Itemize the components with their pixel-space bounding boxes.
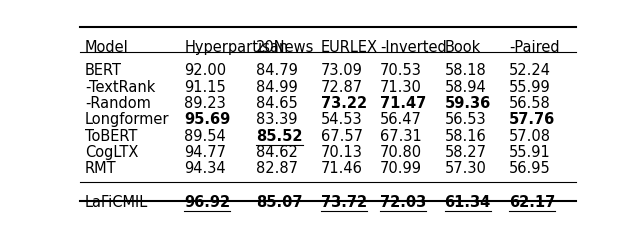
Text: LaFiCMIL: LaFiCMIL <box>85 194 148 209</box>
Text: 55.99: 55.99 <box>509 79 551 94</box>
Text: 73.09: 73.09 <box>321 63 362 78</box>
Text: 58.16: 58.16 <box>445 128 486 143</box>
Text: 61.34: 61.34 <box>445 194 491 209</box>
Text: 94.77: 94.77 <box>184 144 226 159</box>
Text: RMT: RMT <box>85 161 116 175</box>
Text: 58.18: 58.18 <box>445 63 486 78</box>
Text: 91.15: 91.15 <box>184 79 226 94</box>
Text: 71.47: 71.47 <box>380 96 426 111</box>
Text: 70.80: 70.80 <box>380 144 422 159</box>
Text: 59.36: 59.36 <box>445 96 491 111</box>
Text: 55.91: 55.91 <box>509 144 551 159</box>
Text: 89.23: 89.23 <box>184 96 226 111</box>
Text: Longformer: Longformer <box>85 112 170 127</box>
Text: 73.22: 73.22 <box>321 96 367 111</box>
Text: 70.99: 70.99 <box>380 161 422 175</box>
Text: 57.76: 57.76 <box>509 112 556 127</box>
Text: 84.99: 84.99 <box>256 79 298 94</box>
Text: 84.79: 84.79 <box>256 63 298 78</box>
Text: 56.53: 56.53 <box>445 112 486 127</box>
Text: -Random: -Random <box>85 96 151 111</box>
Text: 70.13: 70.13 <box>321 144 362 159</box>
Text: 85.07: 85.07 <box>256 194 303 209</box>
Text: 57.30: 57.30 <box>445 161 486 175</box>
Text: 67.31: 67.31 <box>380 128 422 143</box>
Text: 56.95: 56.95 <box>509 161 551 175</box>
Text: 95.69: 95.69 <box>184 112 230 127</box>
Text: Book: Book <box>445 39 481 54</box>
Text: 62.17: 62.17 <box>509 194 556 209</box>
Text: 67.57: 67.57 <box>321 128 362 143</box>
Text: 84.62: 84.62 <box>256 144 298 159</box>
Text: 85.52: 85.52 <box>256 128 303 143</box>
Text: Hyperpartisan: Hyperpartisan <box>184 39 289 54</box>
Text: 70.53: 70.53 <box>380 63 422 78</box>
Text: 94.34: 94.34 <box>184 161 226 175</box>
Text: ToBERT: ToBERT <box>85 128 138 143</box>
Text: 72.87: 72.87 <box>321 79 363 94</box>
Text: 72.03: 72.03 <box>380 194 426 209</box>
Text: 56.47: 56.47 <box>380 112 422 127</box>
Text: 56.58: 56.58 <box>509 96 551 111</box>
Text: 20News: 20News <box>256 39 314 54</box>
Text: BERT: BERT <box>85 63 122 78</box>
Text: 58.27: 58.27 <box>445 144 486 159</box>
Text: -TextRank: -TextRank <box>85 79 156 94</box>
Text: 92.00: 92.00 <box>184 63 227 78</box>
Text: 71.30: 71.30 <box>380 79 422 94</box>
Text: -Inverted: -Inverted <box>380 39 447 54</box>
Text: EURLEX: EURLEX <box>321 39 378 54</box>
Text: 96.92: 96.92 <box>184 194 230 209</box>
Text: 71.46: 71.46 <box>321 161 362 175</box>
Text: 57.08: 57.08 <box>509 128 551 143</box>
Text: 84.65: 84.65 <box>256 96 298 111</box>
Text: 89.54: 89.54 <box>184 128 226 143</box>
Text: CogLTX: CogLTX <box>85 144 138 159</box>
Text: 54.53: 54.53 <box>321 112 362 127</box>
Text: Model: Model <box>85 39 129 54</box>
Text: 73.72: 73.72 <box>321 194 367 209</box>
Text: -Paired: -Paired <box>509 39 559 54</box>
Text: 82.87: 82.87 <box>256 161 298 175</box>
Text: 52.24: 52.24 <box>509 63 551 78</box>
Text: 58.94: 58.94 <box>445 79 486 94</box>
Text: 83.39: 83.39 <box>256 112 298 127</box>
